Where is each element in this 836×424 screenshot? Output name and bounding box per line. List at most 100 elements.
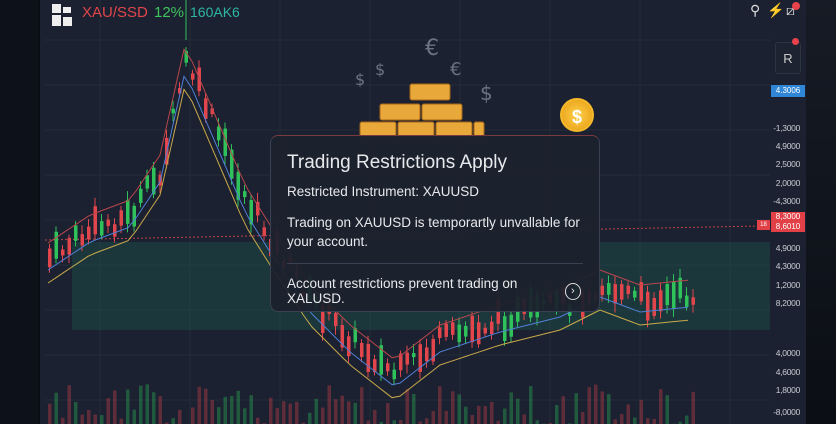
- candle: [184, 50, 188, 63]
- candle: [425, 347, 429, 362]
- volume-bar: [353, 402, 357, 424]
- volume-bar: [581, 412, 585, 424]
- volume-bar: [457, 394, 461, 424]
- volume-bar: [639, 399, 643, 424]
- volume-bar: [665, 395, 669, 424]
- candle: [100, 221, 104, 236]
- volume-bar: [483, 405, 487, 424]
- candle: [360, 342, 364, 357]
- candle: [620, 284, 624, 300]
- r-button[interactable]: R: [775, 42, 801, 74]
- symbol-label[interactable]: XAU/SSD: [82, 4, 148, 21]
- volume-bar: [509, 392, 513, 424]
- candle: [386, 363, 390, 372]
- candle: [243, 191, 247, 198]
- volume-bar: [431, 410, 435, 424]
- volume-bar: [405, 389, 409, 424]
- price-tag: 18: [757, 220, 770, 230]
- volume-bar: [633, 417, 637, 424]
- lightning-icon[interactable]: ⚡: [767, 2, 785, 18]
- candle: [230, 149, 234, 179]
- volume-bar: [314, 398, 318, 424]
- volume-bar: [340, 395, 344, 424]
- candle: [392, 369, 396, 380]
- volume-bar: [113, 390, 117, 424]
- price-label: 8,6010: [775, 222, 801, 231]
- candle: [87, 226, 91, 240]
- chevron-right-icon[interactable]: ›: [564, 282, 581, 300]
- volume-bar: [87, 409, 91, 424]
- price-label: 4,3000: [775, 261, 801, 271]
- candle: [678, 277, 682, 299]
- volume-bar: [288, 403, 292, 424]
- volume-bar: [74, 401, 78, 424]
- price-label: 2,0000: [775, 178, 801, 188]
- price-label: 1,2000: [775, 280, 801, 290]
- volume-bar: [600, 391, 604, 424]
- candle: [503, 316, 507, 341]
- candle: [633, 290, 637, 298]
- volume-bar: [516, 398, 520, 424]
- volume-bar: [366, 420, 370, 424]
- candle: [126, 199, 130, 224]
- candle: [236, 172, 240, 200]
- candle: [139, 188, 143, 203]
- price-label: 4,6000: [775, 367, 801, 377]
- candle: [113, 224, 117, 237]
- price-label: 4,9000: [775, 141, 801, 151]
- volume-bar: [522, 414, 526, 424]
- svg-text:€: €: [450, 59, 461, 80]
- chart-alert-icon[interactable]: ⧄: [786, 2, 795, 18]
- volume-bar: [587, 387, 591, 424]
- candle: [412, 353, 416, 358]
- candle: [451, 322, 455, 335]
- candle: [477, 322, 481, 345]
- volume-bar: [178, 409, 182, 424]
- candle: [607, 283, 611, 295]
- candle: [119, 210, 123, 226]
- volume-bar: [197, 386, 201, 424]
- volume-bar: [236, 390, 240, 424]
- price-label: 8,3000: [775, 212, 801, 221]
- candle: [80, 234, 84, 246]
- pin-icon[interactable]: ⚲: [750, 2, 761, 18]
- volume-bar: [171, 418, 175, 424]
- candle: [256, 201, 260, 216]
- dialog-subtitle: Restricted Instrument: XAUUSD: [287, 184, 480, 199]
- volume-bar: [392, 420, 396, 424]
- candle: [93, 206, 97, 235]
- volume-bar: [61, 417, 65, 424]
- price-label: 2,5000: [775, 159, 801, 169]
- volume-bar: [256, 417, 260, 424]
- candle: [210, 108, 214, 115]
- candle: [321, 304, 325, 334]
- volume-bar: [119, 418, 123, 424]
- dollar-coin-icon: $: [560, 98, 594, 132]
- volume-bar: [269, 397, 273, 424]
- volume-bar: [438, 386, 442, 424]
- candle: [457, 324, 461, 343]
- price-axis[interactable]: -1,3000 4,9000 2,5000 2,0000 -4,3000 4,9…: [770, 0, 806, 424]
- volume-bar: [451, 391, 455, 424]
- window-edge: [806, 0, 836, 424]
- volume-bar: [295, 401, 299, 424]
- volume-bar: [243, 408, 247, 424]
- current-price-red: 8,3000 8,6010: [771, 212, 805, 232]
- candle: [223, 128, 227, 156]
- volume-bar: [496, 420, 500, 424]
- volume-bar: [275, 408, 279, 424]
- volume-bar: [490, 402, 494, 424]
- price-label: 4,0000: [775, 348, 801, 358]
- candle: [379, 345, 383, 375]
- volume-bar: [93, 414, 97, 424]
- candle: [483, 327, 487, 334]
- volume-bar: [535, 420, 539, 424]
- volume-bar: [555, 405, 559, 424]
- candle: [672, 281, 676, 309]
- dialog-footer-link[interactable]: Account restrictions prevent trading on …: [287, 276, 583, 306]
- candle: [470, 315, 474, 343]
- candle: [249, 200, 253, 225]
- price-label: -8,0000: [773, 407, 800, 417]
- candle: [171, 108, 175, 114]
- svg-text:€: €: [425, 36, 439, 61]
